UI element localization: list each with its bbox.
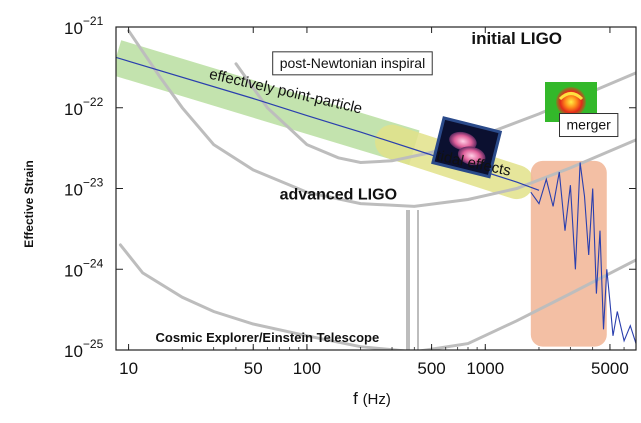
x-tick-label-5000: 5000	[591, 359, 629, 378]
y-axis-title: Effective Strain	[22, 160, 36, 247]
post-newtonian-inspiral-curve	[116, 56, 540, 191]
pn-label-box	[272, 51, 433, 76]
y-tick-label: 10−22	[64, 95, 104, 119]
y-tick-label: 10−24	[64, 256, 104, 280]
initial-label: initial LIGO	[471, 29, 562, 48]
merger-label: merger	[567, 117, 612, 133]
cosmic-explorer-einstein-telescope-curve	[118, 243, 636, 350]
pn-label-group: post-Newtonian inspiral	[272, 51, 433, 76]
binary-neutron-star-image	[431, 116, 503, 179]
pn-label: post-Newtonian inspiral	[280, 55, 426, 71]
y-tick-label: 10−25	[64, 337, 104, 361]
signal-layer	[116, 56, 636, 344]
merger-waveform-curve	[530, 162, 636, 344]
merger-label-group: merger	[559, 113, 619, 138]
x-tick-label-1000: 1000	[466, 359, 504, 378]
x-tick-label-50: 50	[244, 359, 263, 378]
advanced-label: advanced LIGO	[280, 187, 397, 204]
merger-band	[530, 160, 607, 347]
ticks-layer: 10 50 100 500 1000 5000 10−21 10−22 10−23 10−24 10…	[64, 14, 637, 378]
merger-label-box	[559, 113, 619, 138]
plot-area	[116, 29, 636, 350]
x-tick-label-10: 10	[119, 359, 138, 378]
x-tick-label-500: 500	[417, 359, 445, 378]
x-tick-label-100: 100	[293, 359, 321, 378]
y-tick-label: 10−23	[64, 176, 104, 200]
cosmic-label: Cosmic Explorer/Einstein Telescope	[156, 330, 380, 345]
y-tick-label: 10−21	[64, 14, 104, 38]
x-axis-title: f (Hz)	[353, 389, 391, 408]
